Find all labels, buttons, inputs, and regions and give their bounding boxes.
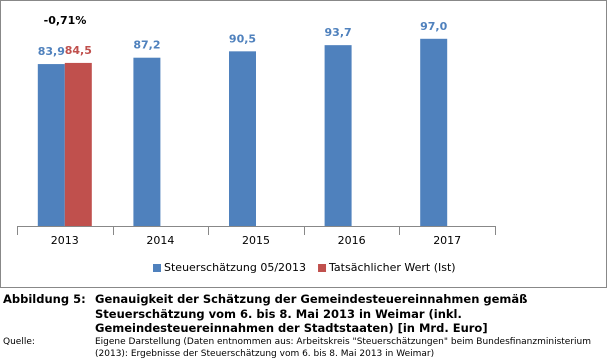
legend-label: Steuerschätzung 05/2013 (164, 261, 306, 274)
bar (133, 57, 161, 227)
bar (420, 38, 448, 226)
value-label: 87,2 (133, 39, 160, 52)
caption-label: Abbildung 5: (3, 292, 86, 306)
x-tick-label: 2014 (146, 234, 174, 247)
x-tick-label: 2015 (242, 234, 270, 247)
legend-swatch (318, 264, 327, 272)
chart: -0,71% 2013 83,9 84,5 2014 87,2 2015 90,5 2016 9… (0, 0, 607, 288)
legend-swatch (153, 264, 161, 272)
bar (37, 64, 65, 226)
bar (229, 51, 256, 227)
value-label: 84,5 (65, 44, 92, 57)
bar (64, 62, 92, 226)
chart-border (0, 0, 607, 288)
bar (324, 45, 352, 227)
caption-text: Genauigkeit der Schätzung der Gemeindest… (95, 292, 528, 335)
x-tick-label: 2017 (433, 234, 461, 247)
source-text: Eigene Darstellung (Daten entnommen aus:… (95, 337, 592, 359)
value-label: 90,5 (229, 32, 256, 45)
value-label: 93,7 (325, 26, 352, 39)
value-label: 83,9 (38, 45, 65, 58)
x-tick-label: 2013 (51, 234, 79, 247)
source-label: Quelle: (3, 337, 35, 347)
annotation: -0,71% (44, 14, 87, 27)
x-tick-label: 2016 (338, 234, 366, 247)
value-label: 97,0 (420, 20, 447, 33)
legend-label: Tatsächlicher Wert (Ist) (328, 261, 456, 274)
